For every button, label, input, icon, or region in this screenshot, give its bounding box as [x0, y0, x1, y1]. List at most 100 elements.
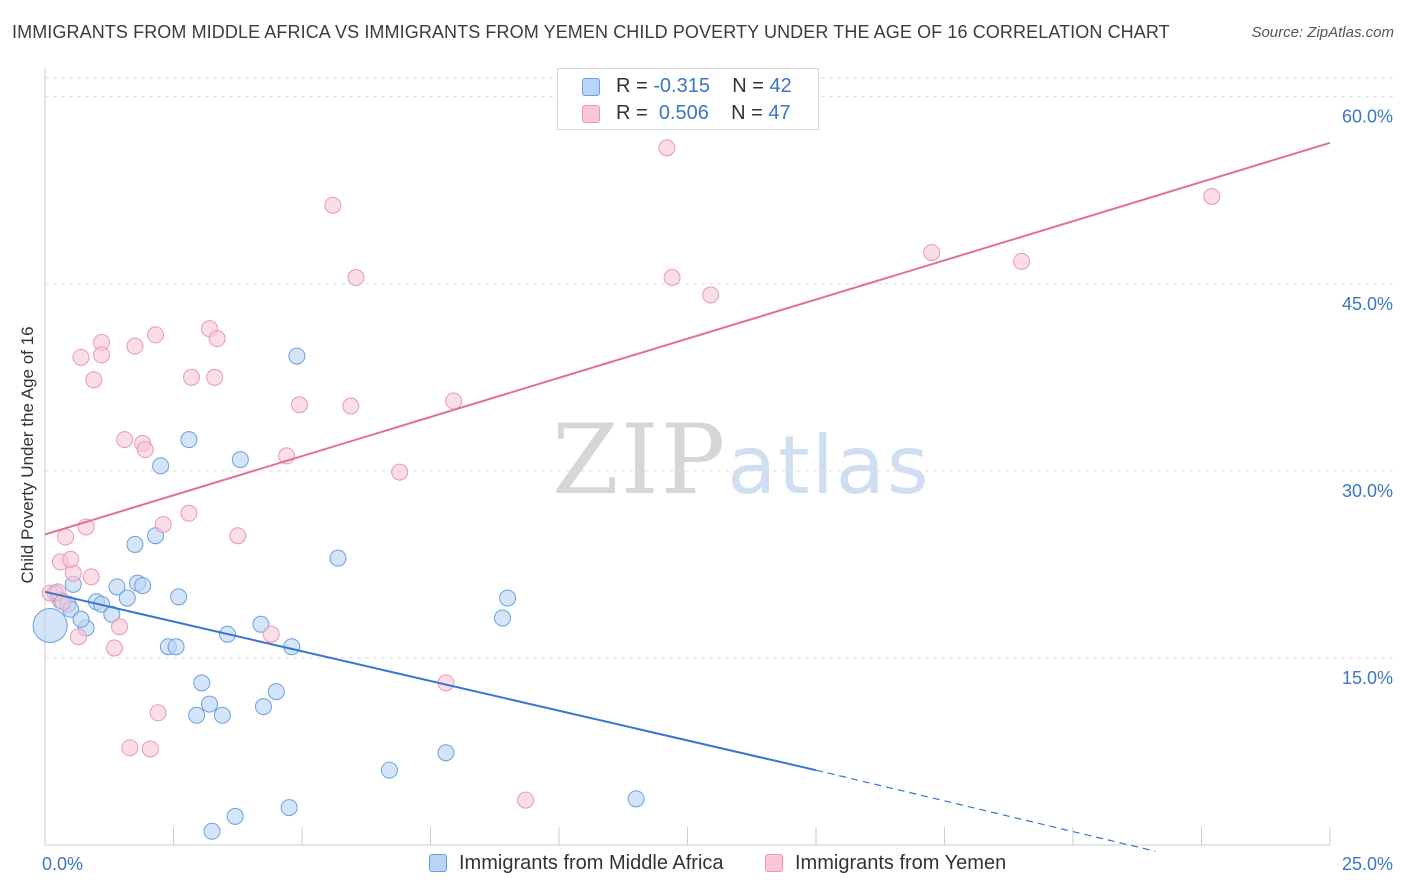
point-middle-africa: [118, 589, 136, 607]
point-yemen: [141, 740, 159, 758]
point-middle-africa: [170, 588, 188, 606]
trendline-middle-africa: [44, 590, 817, 772]
legend-swatch-pink: [582, 105, 600, 123]
point-yemen: [69, 628, 87, 646]
point-middle-africa: [380, 761, 398, 779]
point-middle-africa: [72, 610, 90, 628]
point-yemen: [116, 431, 134, 449]
point-yemen: [290, 396, 308, 414]
source-label: Source: ZipAtlas.com: [1251, 24, 1394, 41]
point-middle-africa: [252, 615, 270, 633]
point-yemen: [229, 527, 247, 545]
watermark-atlas: atlas: [727, 419, 931, 512]
point-middle-africa: [280, 799, 298, 817]
legend-r-label: R =: [616, 75, 648, 97]
point-middle-africa: [288, 347, 306, 365]
point-middle-africa: [627, 790, 645, 808]
point-yemen: [324, 196, 342, 214]
point-yemen: [147, 326, 165, 344]
bottom-legend-label: Immigrants from Middle Africa: [459, 852, 724, 874]
data-points: [32, 139, 1221, 840]
y-tick-label: 45.0%: [1342, 294, 1393, 314]
point-middle-africa: [213, 706, 231, 724]
point-yemen: [93, 346, 111, 364]
legend-r-label: R =: [616, 102, 648, 124]
chart-title: IMMIGRANTS FROM MIDDLE AFRICA VS IMMIGRA…: [12, 22, 1170, 42]
watermark-zip: ZIP: [552, 404, 728, 516]
point-yemen: [154, 515, 172, 533]
point-yemen: [82, 568, 100, 586]
point-middle-africa: [499, 589, 517, 607]
point-yemen: [136, 441, 154, 459]
point-middle-africa: [226, 807, 244, 825]
point-yemen: [702, 286, 720, 304]
point-middle-africa: [200, 695, 218, 713]
point-yemen: [517, 791, 535, 809]
point-middle-africa: [167, 638, 185, 656]
point-middle-africa: [108, 578, 126, 596]
point-yemen: [262, 625, 280, 643]
point-yemen: [663, 269, 681, 287]
legend-r-value: 0.506: [658, 102, 709, 124]
point-middle-africa: [32, 608, 68, 644]
legend-swatch-blue: [582, 78, 600, 96]
point-yemen: [64, 564, 82, 582]
point-yemen: [126, 337, 144, 355]
point-yemen: [62, 550, 80, 568]
point-yemen: [347, 269, 365, 287]
point-middle-africa: [437, 744, 455, 762]
point-yemen: [180, 504, 198, 522]
point-yemen: [72, 348, 90, 366]
point-yemen: [1013, 252, 1031, 270]
legend-n-value: 47: [768, 102, 791, 124]
legend-r-value: -0.315: [653, 75, 710, 97]
bottom-legend-label: Immigrants from Yemen: [795, 852, 1007, 874]
point-middle-africa: [126, 535, 144, 553]
point-yemen: [342, 397, 360, 415]
y-tick-label: 15.0%: [1342, 668, 1393, 688]
legend-n-label: N =: [732, 75, 764, 97]
x-tick-label: 25.0%: [1342, 854, 1393, 874]
trend-lines: [44, 141, 1331, 852]
y-axis-label: Child Poverty Under the Age of 16: [18, 326, 37, 584]
y-tick-label: 30.0%: [1342, 481, 1393, 501]
stats-legend: R = -0.315 N = 42 R = 0.506 N = 47: [557, 68, 819, 130]
point-yemen: [208, 330, 226, 348]
x-tick-label: 0.0%: [42, 854, 83, 874]
point-yemen: [85, 371, 103, 389]
point-yemen: [111, 618, 129, 636]
point-yemen: [391, 463, 409, 481]
bottom-legend-swatch-pink: [765, 854, 783, 872]
point-yemen: [923, 244, 941, 262]
axes: [44, 68, 1331, 846]
point-middle-africa: [193, 674, 211, 692]
point-middle-africa: [188, 706, 206, 724]
point-middle-africa: [329, 549, 347, 567]
point-middle-africa: [254, 698, 272, 716]
point-middle-africa: [267, 683, 285, 701]
trendline-yemen: [44, 141, 1331, 536]
bottom-legend-swatch-blue: [429, 854, 447, 872]
point-middle-africa: [134, 577, 152, 595]
point-middle-africa: [203, 822, 221, 840]
trendline-middle-africa-extension: [815, 769, 1156, 852]
point-yemen: [206, 368, 224, 386]
point-yemen: [105, 639, 123, 657]
point-middle-africa: [493, 609, 511, 627]
tick-labels: 15.0% 30.0% 45.0% 60.0% 0.0% 25.0%: [42, 107, 1393, 874]
point-yemen: [1203, 187, 1221, 205]
grid-lines: [45, 77, 1394, 659]
point-yemen: [445, 392, 463, 410]
point-yemen: [57, 528, 75, 546]
legend-n-value: 42: [769, 75, 792, 97]
watermark: ZIPatlas: [552, 404, 931, 516]
point-yemen: [149, 704, 167, 722]
point-yemen: [182, 368, 200, 386]
point-middle-africa: [180, 431, 198, 449]
point-middle-africa: [152, 457, 170, 475]
point-yemen: [658, 139, 676, 157]
point-middle-africa: [231, 451, 249, 469]
point-yemen: [121, 739, 139, 757]
y-tick-label: 60.0%: [1342, 107, 1393, 127]
